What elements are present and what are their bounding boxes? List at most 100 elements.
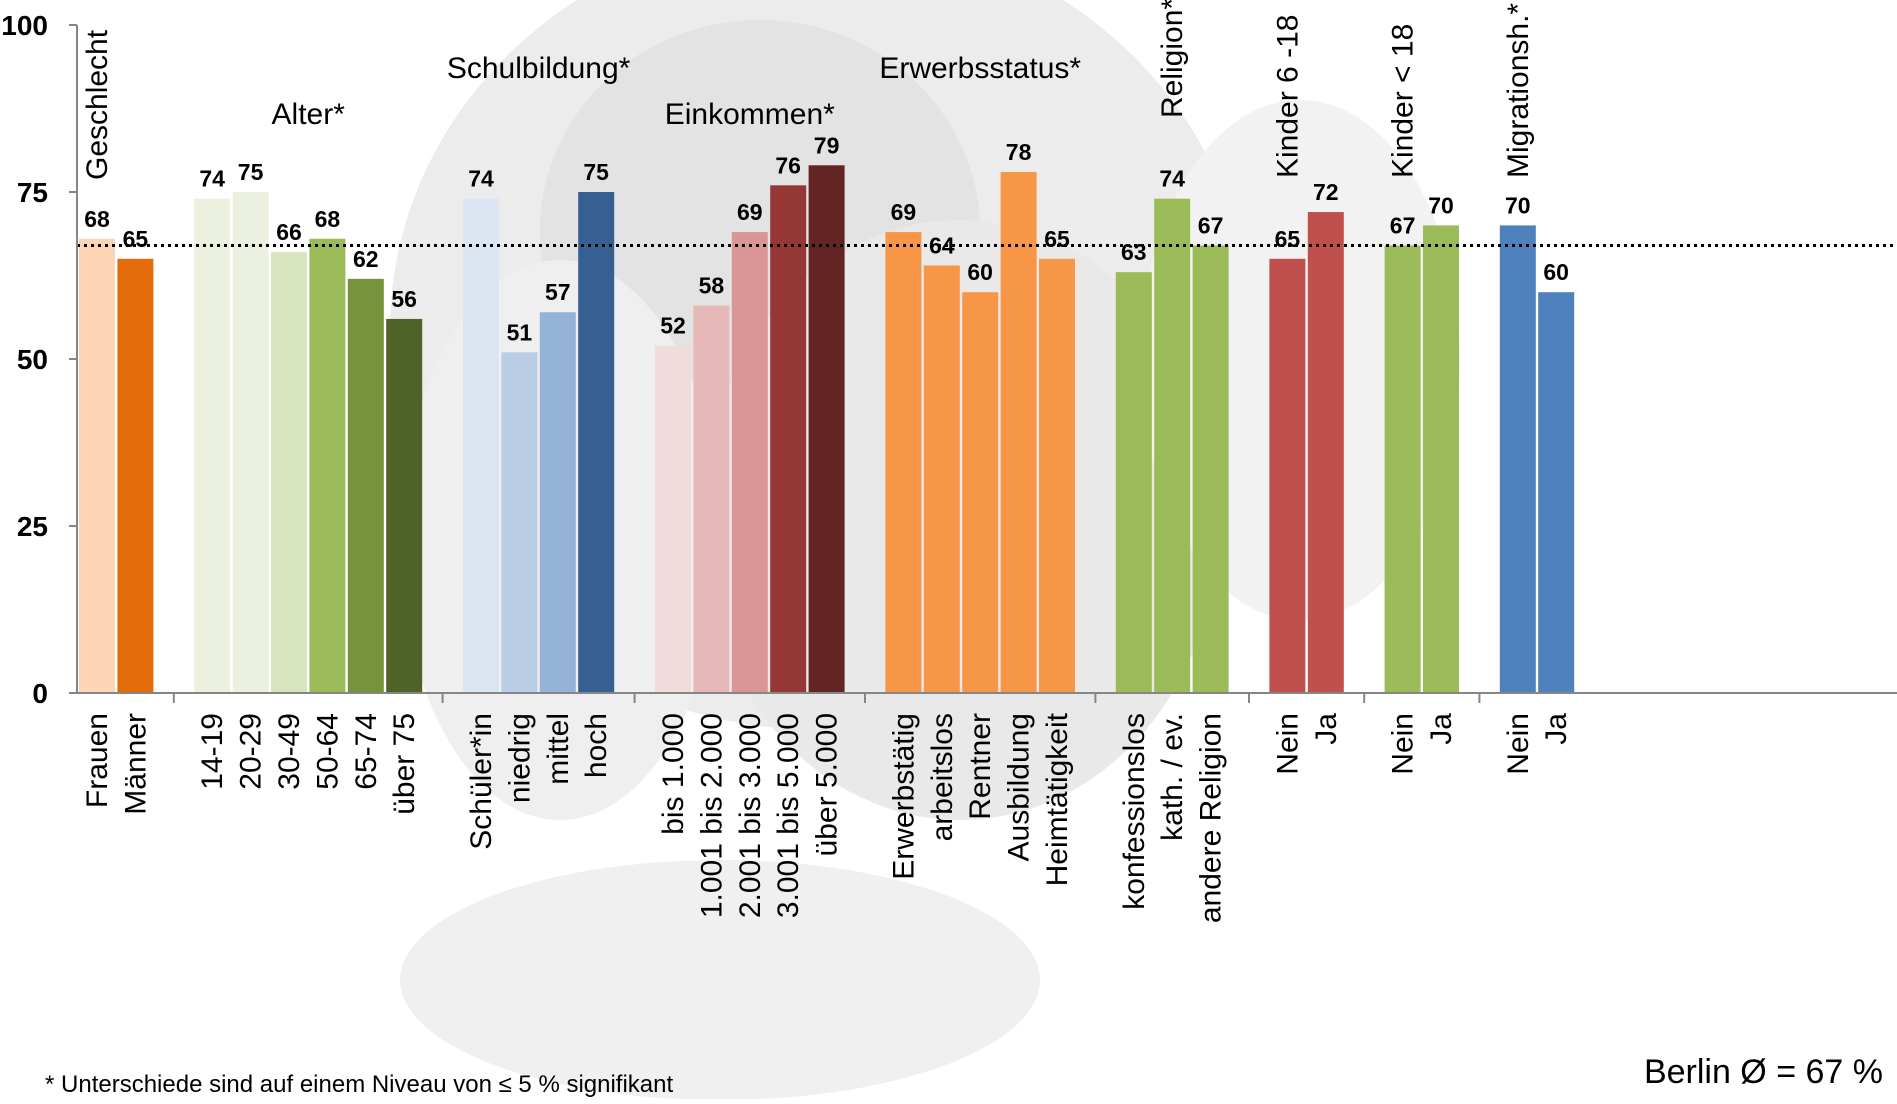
category-label: Frauen (81, 713, 114, 808)
category-label: Männer (119, 713, 152, 815)
category-label: Rentner (964, 713, 997, 820)
bar (1154, 198, 1191, 693)
bar (463, 198, 499, 693)
axes-layer: 0 25 50 75 100 (1, 10, 1897, 709)
bar (770, 185, 807, 693)
bar-value-label: 58 (699, 273, 725, 299)
bar-value-label: 51 (507, 319, 533, 345)
bar (386, 318, 423, 693)
category-label: Nein (1387, 713, 1420, 775)
category-label: Ja (1310, 713, 1343, 745)
bar (1538, 292, 1575, 693)
group-label: Schulbildung* (447, 52, 631, 85)
bar-value-label: 78 (1006, 139, 1032, 165)
category-label: Ja (1425, 713, 1458, 745)
bar (808, 165, 845, 693)
bar-value-label: 62 (353, 246, 379, 272)
bar (1192, 245, 1229, 693)
bar-value-label: 69 (737, 199, 763, 225)
category-label: arbeitslos (926, 713, 959, 841)
bar (117, 258, 154, 693)
category-label: über 5.000 (811, 713, 844, 856)
category-label: 65-74 (350, 713, 383, 790)
bar (962, 292, 999, 693)
category-label: Erwerbstätig (887, 713, 920, 880)
bar (923, 265, 960, 693)
bar-value-label: 76 (775, 152, 801, 178)
bar (79, 238, 115, 693)
bar-value-label: 74 (1159, 166, 1185, 192)
bar (885, 232, 922, 693)
footnote: * Unterschiede sind auf einem Niveau von… (45, 1071, 674, 1098)
category-label: mittel (542, 713, 575, 785)
bar (1000, 171, 1037, 693)
bar-value-label: 57 (545, 279, 571, 305)
bar (539, 312, 576, 693)
bar-value-label: 69 (891, 199, 917, 225)
bar (731, 232, 768, 693)
bar-value-label: 74 (468, 166, 494, 192)
bar (1115, 272, 1152, 693)
bar-value-label: 75 (583, 159, 609, 185)
bar-value-label: 70 (1505, 192, 1531, 218)
bar (271, 252, 307, 693)
category-label: 2.001 bis 3.000 (734, 713, 767, 918)
category-label: 3.001 bis 5.000 (772, 713, 805, 918)
group-label: Kinder < 18 (1387, 24, 1420, 178)
bar (1307, 212, 1344, 694)
group-label: Alter* (272, 98, 346, 131)
category-label: 20-29 (235, 713, 268, 790)
y-tick-label: 25 (17, 511, 48, 542)
bar-value-label: 70 (1428, 192, 1454, 218)
category-label: andere Religion (1195, 713, 1228, 923)
bar-value-label: 75 (238, 159, 264, 185)
bar-value-label: 65 (1275, 226, 1301, 252)
bars-layer (79, 165, 1575, 694)
bar-value-label: 67 (1198, 212, 1224, 238)
group-labels-layer: Geschlecht Alter* Schulbildung* Einkommen* E… (81, 0, 1535, 180)
bar-value-label: 67 (1390, 212, 1416, 238)
bar (309, 238, 346, 693)
bar (1269, 258, 1306, 693)
bar-value-label: 52 (660, 313, 686, 339)
bar-value-label: 60 (967, 259, 993, 285)
category-label: 14-19 (196, 713, 229, 790)
group-label: Einkommen* (665, 98, 835, 131)
category-label: 30-49 (273, 713, 306, 790)
category-label: niedrig (503, 713, 536, 803)
y-tick-label: 100 (1, 10, 48, 41)
category-label: 1.001 bis 2.000 (695, 713, 728, 918)
bar (194, 198, 231, 693)
bar (1039, 258, 1075, 693)
category-label: Nein (1271, 713, 1304, 775)
group-label: Erwerbsstatus* (879, 52, 1081, 85)
bar (232, 192, 269, 693)
bar-value-label: 65 (1044, 226, 1070, 252)
bar (1384, 245, 1421, 693)
bar-value-label: 65 (123, 226, 149, 252)
category-label: hoch (580, 713, 613, 778)
bar-value-label: 66 (276, 219, 302, 245)
bar-value-label: 56 (391, 286, 417, 312)
category-label: konfessionslos (1118, 713, 1151, 910)
group-label: Religion* (1156, 0, 1189, 118)
bar-value-label: 72 (1313, 179, 1339, 205)
bar (1423, 225, 1459, 693)
group-label: Geschlecht (81, 29, 114, 180)
bar-value-label: 74 (199, 166, 225, 192)
bar-value-label: 63 (1121, 239, 1147, 265)
category-label: Schüler*in (465, 713, 498, 850)
category-label: über 75 (388, 713, 421, 815)
category-label: Ausbildung (1003, 713, 1036, 861)
bar-value-label: 79 (814, 132, 840, 158)
group-label: Kinder 6 -18 (1271, 15, 1304, 178)
category-labels-layer: Frauen Männer 14-19 20-29 30-49 50-64 65-74 übe… (81, 712, 1573, 923)
bar (578, 192, 615, 693)
bar (693, 305, 730, 693)
bar (655, 345, 691, 693)
bar (501, 352, 538, 693)
y-tick-label: 75 (17, 177, 48, 208)
